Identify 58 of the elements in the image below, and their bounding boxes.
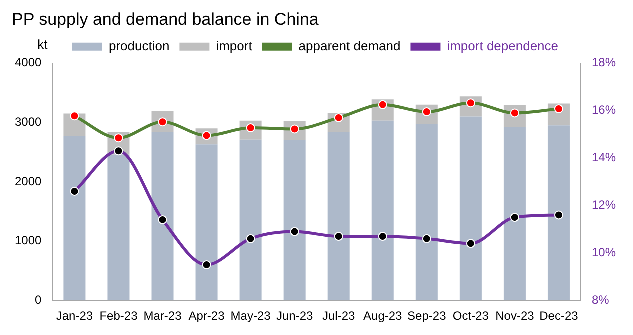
y2-tick-label: 12%: [592, 198, 616, 212]
x-tick-label: Apr-23: [188, 309, 226, 324]
x-tick-label: Jul-23: [322, 309, 356, 324]
point: [378, 232, 388, 242]
point: [334, 113, 344, 122]
y-tick-label: 2000: [14, 174, 42, 188]
bar: [108, 154, 130, 301]
y2-tick-label: 18%: [592, 56, 616, 70]
x-tick-label: Oct-23: [452, 309, 490, 324]
x-tick-label: Mar-23: [144, 309, 182, 324]
point: [554, 210, 564, 220]
bar: [152, 132, 174, 301]
x-tick-label: May-23: [230, 309, 272, 324]
y-tick-label: 4000: [14, 56, 42, 70]
x-tick-label: Sep-23: [408, 309, 447, 324]
x-tick-label: Feb-23: [100, 309, 138, 324]
bar: [372, 120, 394, 301]
point: [70, 186, 80, 196]
bar: [196, 144, 218, 301]
point: [114, 134, 124, 143]
point: [510, 213, 520, 222]
point: [466, 239, 476, 248]
bar: [548, 126, 570, 301]
x-tick-label: Jan-23: [56, 309, 94, 324]
point: [114, 146, 124, 156]
y2-tick-label: 10%: [592, 245, 616, 260]
legend-label: import dependence: [447, 38, 559, 54]
point: [70, 112, 80, 121]
x-tick-label: Dec-23: [540, 309, 579, 324]
legend-label: import: [216, 38, 253, 54]
bar: [64, 136, 86, 301]
legend-label: production: [108, 38, 170, 54]
bar: [328, 132, 350, 301]
bar: [504, 127, 526, 301]
x-tick-label: Jun-23: [276, 309, 314, 324]
y2-tick-label: 8%: [592, 292, 610, 307]
bar: [416, 124, 438, 301]
x-tick-label: Nov-23: [496, 309, 535, 324]
chart-title: PP supply and demand balance in China: [12, 10, 320, 29]
y-axis-title: kt: [38, 36, 48, 52]
point: [158, 215, 168, 224]
point: [202, 260, 212, 270]
point: [378, 100, 388, 110]
y2-tick-label: 16%: [592, 103, 616, 118]
y-tick-label: 0: [35, 292, 42, 307]
y-tick-label: 1000: [14, 234, 42, 248]
point: [246, 234, 256, 244]
legend-label: apparent demand: [298, 38, 401, 54]
bar: [284, 140, 306, 301]
point: [554, 104, 564, 114]
point: [334, 232, 344, 242]
y2-tick-label: 14%: [592, 150, 616, 165]
point: [422, 234, 432, 244]
point: [290, 227, 300, 236]
x-tick-label: Aug-23: [364, 309, 403, 324]
bar: [460, 116, 482, 301]
bar: [240, 140, 262, 301]
y-tick-label: 3000: [14, 115, 42, 130]
